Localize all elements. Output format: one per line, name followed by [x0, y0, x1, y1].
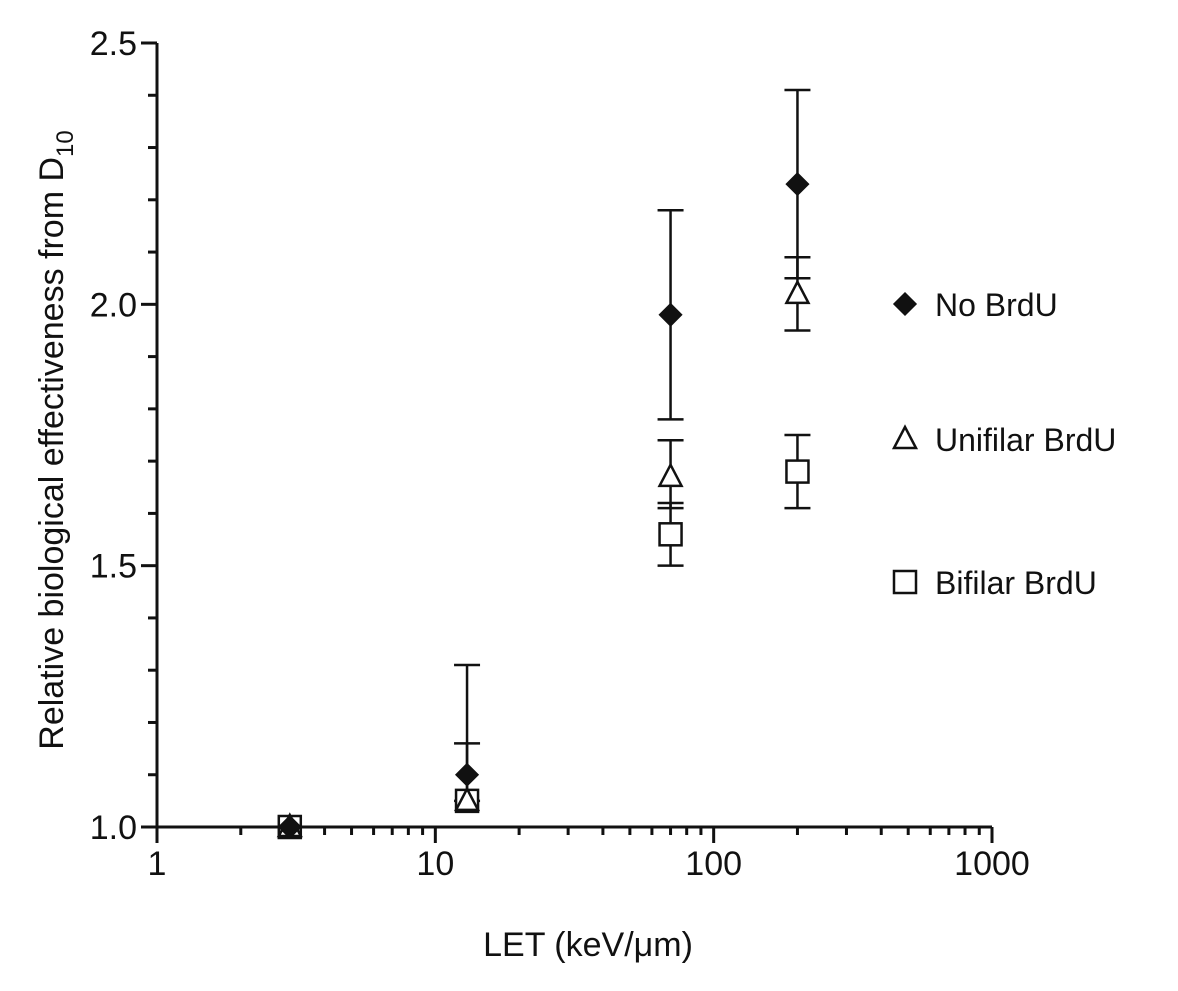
legend-label: Unifilar BrdU	[935, 422, 1116, 458]
data-point-open-triangle	[453, 786, 481, 812]
data-point-open-square	[658, 522, 683, 547]
y-axis-title-main: Relative biological effectiveness from D	[33, 157, 71, 750]
y-axis-title: Relative biological effectiveness from D…	[33, 130, 79, 749]
axes: 1 10 100 1000 1.0 1.5 2.0 2.5	[90, 25, 1030, 883]
legend: No BrdU Unifilar BrdU Bifilar BrdU	[891, 287, 1116, 601]
y-tick-label: 2.5	[90, 25, 137, 63]
x-tick-label: 1	[148, 845, 167, 883]
x-axis-title: LET (keV/μm)	[483, 926, 693, 964]
error-bars	[454, 88, 811, 803]
y-tick-label: 2.0	[90, 286, 137, 324]
legend-marker-filled-diamond	[892, 291, 918, 317]
y-tick-label: 1.0	[90, 809, 137, 847]
legend-marker-open-square	[892, 569, 918, 595]
data-point-open-triangle	[657, 462, 684, 488]
data-point-filled-diamond	[658, 302, 683, 327]
data-point-filled-diamond	[277, 814, 302, 840]
legend-marker-open-triangle	[891, 424, 919, 450]
legend-label: Bifilar BrdU	[935, 565, 1097, 601]
x-tick-label: 100	[685, 845, 742, 883]
x-tick-label: 10	[416, 845, 454, 883]
y-axis-title-subscript: 10	[52, 130, 79, 157]
data-markers	[276, 172, 811, 840]
x-tick-label: 1000	[954, 845, 1030, 883]
data-point-filled-diamond	[785, 172, 810, 197]
legend-label: No BrdU	[935, 287, 1058, 323]
data-point-open-triangle	[784, 279, 811, 305]
y-tick-label: 1.5	[90, 548, 137, 586]
data-point-filled-diamond	[454, 762, 480, 787]
data-point-open-square	[785, 459, 810, 484]
